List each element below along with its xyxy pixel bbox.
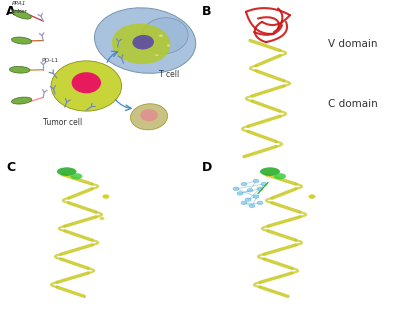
Ellipse shape (249, 204, 255, 208)
Text: A: A (6, 5, 16, 18)
Ellipse shape (155, 54, 158, 56)
Ellipse shape (112, 23, 170, 64)
Ellipse shape (159, 34, 163, 37)
Ellipse shape (167, 44, 170, 46)
Ellipse shape (12, 37, 32, 44)
Ellipse shape (274, 173, 286, 179)
Ellipse shape (241, 201, 247, 205)
Ellipse shape (100, 217, 104, 220)
Text: PPA1: PPA1 (12, 1, 26, 6)
Ellipse shape (257, 201, 263, 205)
Text: T cell: T cell (158, 70, 179, 79)
Text: B: B (202, 5, 212, 18)
Ellipse shape (51, 61, 122, 111)
Ellipse shape (71, 173, 82, 179)
Ellipse shape (261, 182, 267, 186)
Ellipse shape (237, 192, 243, 195)
Text: C: C (6, 161, 15, 174)
Ellipse shape (12, 97, 32, 104)
Text: linker: linker (12, 9, 28, 14)
Text: D: D (202, 161, 212, 174)
Ellipse shape (253, 195, 259, 198)
Ellipse shape (141, 18, 188, 54)
Ellipse shape (233, 187, 239, 190)
Ellipse shape (247, 188, 253, 192)
Ellipse shape (12, 10, 31, 19)
Ellipse shape (140, 109, 158, 121)
Ellipse shape (132, 35, 154, 50)
Ellipse shape (241, 182, 247, 186)
Ellipse shape (10, 66, 30, 73)
Text: Tumor cell: Tumor cell (43, 119, 82, 127)
Ellipse shape (253, 179, 259, 183)
Ellipse shape (130, 104, 168, 130)
Text: PD-L1: PD-L1 (41, 58, 58, 63)
Ellipse shape (257, 187, 263, 190)
Ellipse shape (102, 194, 109, 199)
Text: C domain: C domain (328, 100, 378, 110)
Text: V domain: V domain (328, 39, 378, 49)
Ellipse shape (57, 167, 76, 176)
Ellipse shape (72, 72, 101, 93)
Ellipse shape (245, 198, 251, 202)
Ellipse shape (260, 167, 280, 176)
Ellipse shape (94, 8, 196, 73)
Ellipse shape (308, 194, 316, 199)
